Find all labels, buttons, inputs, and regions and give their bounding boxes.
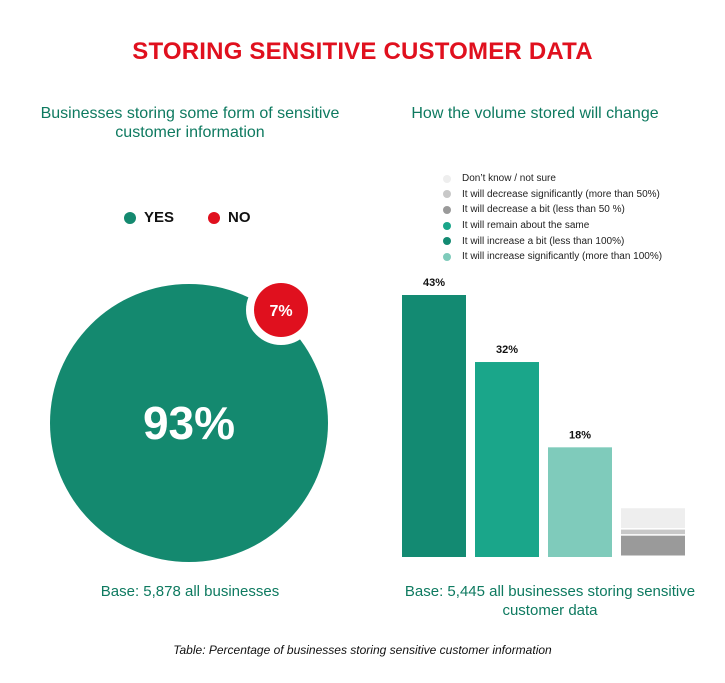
bar-legend-item: It will increase a bit (less than 100%) (443, 233, 662, 249)
page-title: STORING SENSITIVE CUSTOMER DATA (132, 38, 593, 65)
bar-legend-label: It will decrease significantly (more tha… (462, 188, 660, 200)
bar-legend-item: It will decrease significantly (more tha… (443, 187, 662, 203)
bar-legend-item: It will remain about the same (443, 218, 662, 234)
legend-item-yes: YES (124, 209, 174, 226)
bar-stack-segment (621, 529, 685, 535)
bar-value-label: 18% (569, 429, 591, 441)
legend-item-no: NO (208, 209, 251, 226)
bar-chart-title: How the volume stored will change (411, 105, 659, 122)
bar-legend-item: It will decrease a bit (less than 50 %) (443, 202, 662, 218)
bar (402, 295, 466, 557)
pie-slice-no (254, 283, 308, 337)
bar-legend-item: It will increase significantly (more tha… (443, 249, 662, 265)
bar-value-label: 43% (423, 277, 445, 289)
bar-legend-label: It will remain about the same (462, 220, 590, 232)
bar-legend-swatch (443, 174, 451, 183)
bar-legend-item: Don’t know / not sure (443, 171, 662, 187)
figure-caption: Table: Percentage of businesses storing … (173, 643, 552, 657)
bar-legend-label: It will increase significantly (more tha… (462, 251, 663, 263)
legend-swatch-no (208, 211, 221, 224)
bar-legend-swatch (443, 205, 451, 214)
bar (475, 362, 539, 557)
pie-label-yes: 93% (143, 397, 235, 449)
pie-legend: YES NO (124, 209, 251, 226)
bar-legend-label: Don’t know / not sure (462, 173, 556, 185)
bar-legend-swatch (443, 221, 451, 230)
bar-legend-swatch (443, 252, 451, 261)
pie-label-no: 7% (269, 303, 292, 320)
bar-stack-segment (621, 535, 685, 556)
legend-label-yes: YES (144, 209, 175, 226)
bar-legend-label: It will increase a bit (less than 100%) (462, 235, 625, 247)
bar-stack-segment (621, 508, 685, 529)
pie-chart-title: Businesses storing some form of sensitiv… (40, 105, 340, 141)
pie-slice-yes (50, 284, 328, 562)
bar-legend: Don’t know / not sure It will decrease si… (443, 171, 662, 265)
bar (548, 447, 612, 557)
bar-legend-swatch (443, 237, 451, 246)
pie-base-note: Base: 5,878 all businesses (100, 583, 280, 600)
bar-legend-swatch (443, 190, 451, 199)
pie-chart: 93% 7% (50, 275, 328, 562)
bar-chart: 43% 32% 18% (402, 277, 685, 557)
legend-label-no: NO (228, 209, 251, 226)
bar-legend-label: It will decrease a bit (less than 50 %) (462, 204, 625, 216)
bar-base-note: Base: 5,445 all businesses storing sensi… (404, 583, 696, 619)
bar-value-label: 32% (496, 344, 518, 356)
legend-swatch-yes (124, 211, 136, 224)
